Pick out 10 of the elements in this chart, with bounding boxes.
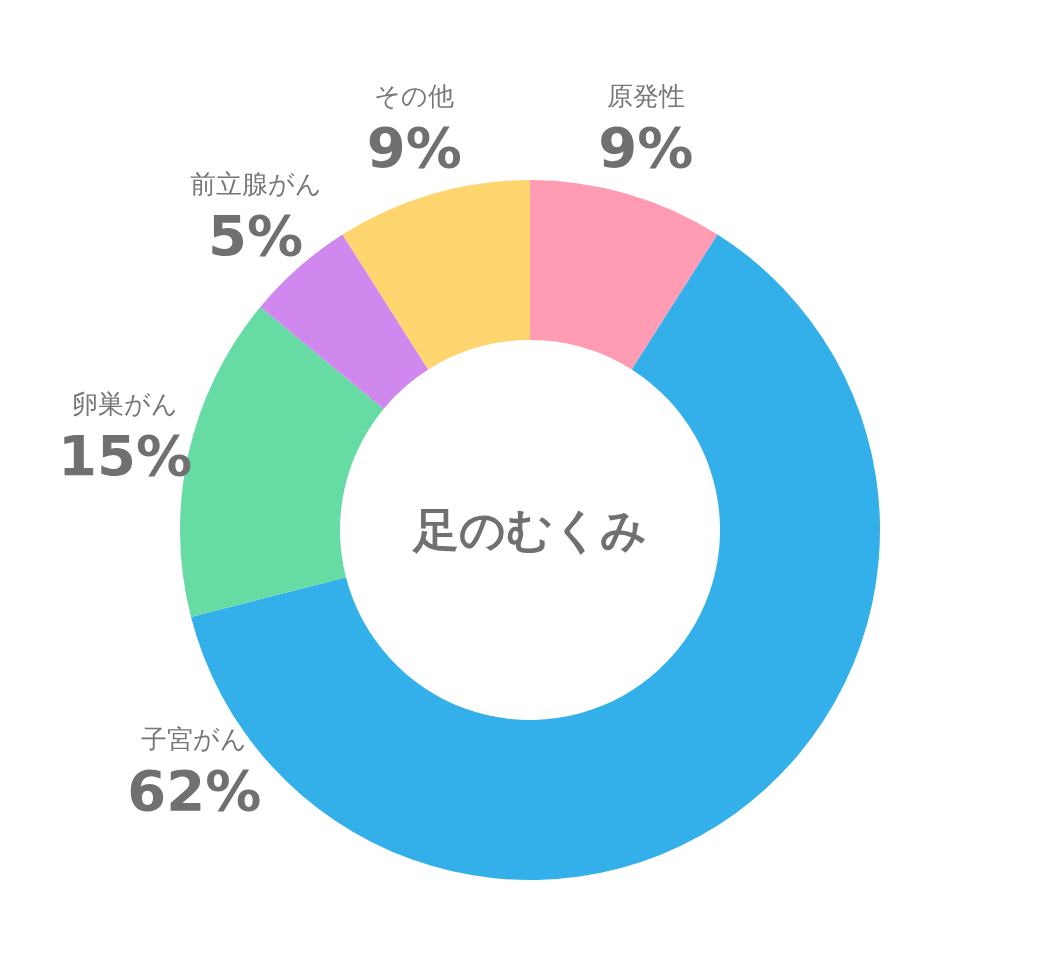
data-label: 9% xyxy=(598,115,694,181)
slice-label: 前立腺がん xyxy=(189,168,322,199)
data-label: 9% xyxy=(366,115,462,181)
slice-label: 卵巣がん xyxy=(71,389,178,420)
slice-label: 子宮がん xyxy=(141,723,248,754)
slice-label: 原発性 xyxy=(606,81,685,112)
data-label: 62% xyxy=(127,757,262,823)
data-label: 5% xyxy=(208,202,304,268)
slice-label: その他 xyxy=(374,81,455,112)
text: 足のむくみ xyxy=(411,503,647,557)
